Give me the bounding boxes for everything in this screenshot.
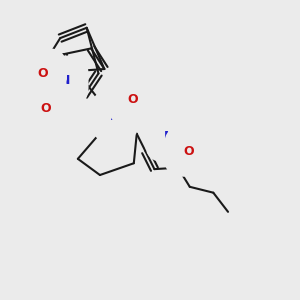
Text: N: N	[59, 74, 70, 87]
Text: N: N	[110, 110, 120, 123]
Text: O: O	[40, 102, 51, 115]
Text: O: O	[37, 67, 48, 80]
Text: N: N	[164, 130, 174, 143]
Text: O: O	[127, 93, 138, 106]
Text: O: O	[183, 145, 194, 158]
